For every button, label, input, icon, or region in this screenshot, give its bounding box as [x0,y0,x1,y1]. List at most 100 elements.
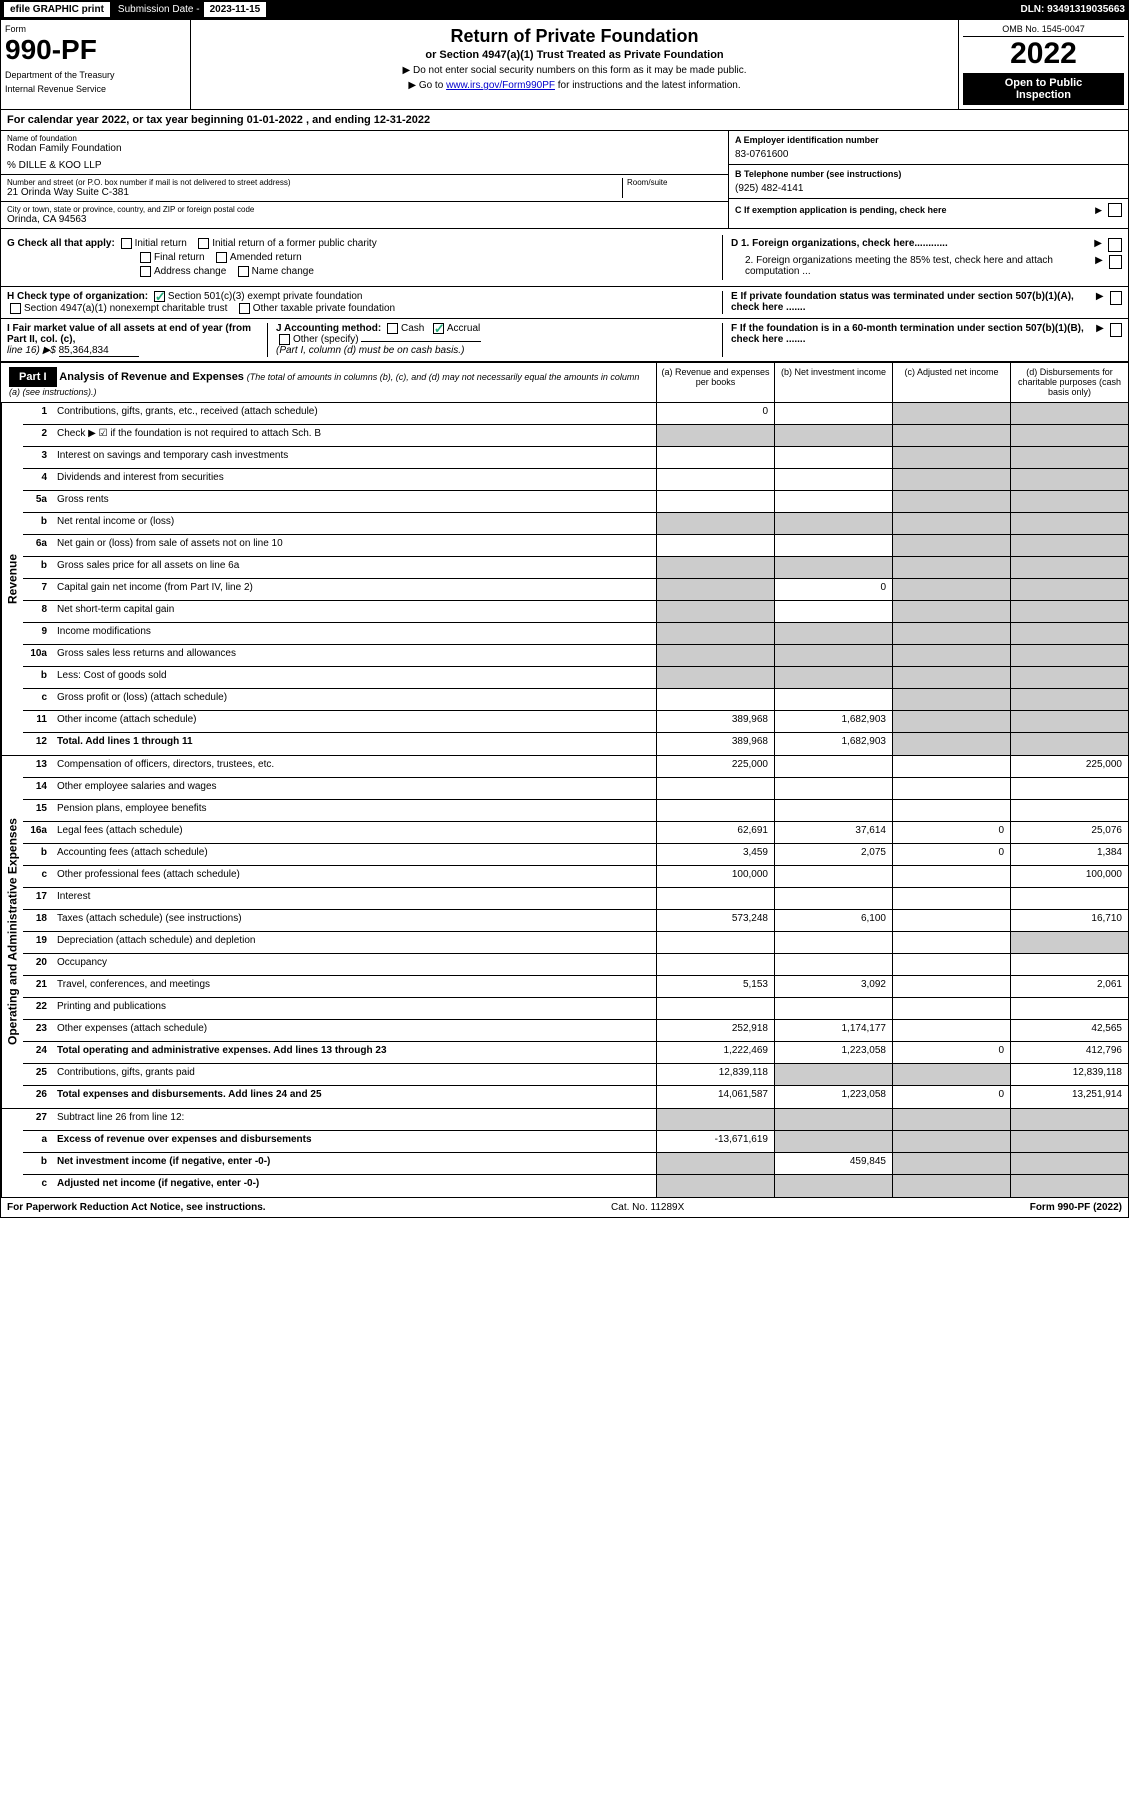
table-row: 3 Interest on savings and temporary cash… [23,447,1128,469]
open-public-badge: Open to Public Inspection [963,73,1124,105]
table-row: 12 Total. Add lines 1 through 11 389,968… [23,733,1128,755]
section-i-j: I Fair market value of all assets at end… [0,319,1129,362]
table-row: c Adjusted net income (if negative, ente… [23,1175,1128,1197]
info-left: Name of foundation Rodan Family Foundati… [1,131,728,228]
footer-catno: Cat. No. 11289X [611,1202,684,1213]
d2-checkbox[interactable] [1109,255,1122,269]
submission-date: 2023-11-15 [204,2,267,17]
g-amended[interactable] [216,252,227,263]
table-row: 4 Dividends and interest from securities [23,469,1128,491]
header-left: Form 990-PF Department of the Treasury I… [1,20,191,109]
g-final[interactable] [140,252,151,263]
col-a-header: (a) Revenue and expenses per books [656,363,774,402]
part1-header-row: Part I Analysis of Revenue and Expenses … [0,362,1129,403]
irs-link[interactable]: www.irs.gov/Form990PF [446,80,555,91]
table-row: 20 Occupancy [23,954,1128,976]
table-row: 11 Other income (attach schedule) 389,96… [23,711,1128,733]
address-row: Number and street (or P.O. box number if… [1,175,728,202]
col-c-header: (c) Adjusted net income [892,363,1010,402]
footer-left: For Paperwork Reduction Act Notice, see … [7,1202,266,1213]
city-row: City or town, state or province, country… [1,202,728,228]
j-other[interactable] [279,334,290,345]
table-row: 19 Depreciation (attach schedule) and de… [23,932,1128,954]
form-header: Form 990-PF Department of the Treasury I… [0,19,1129,110]
header-mid: Return of Private Foundation or Section … [191,20,958,109]
info-right: A Employer identification number 83-0761… [728,131,1128,228]
info-block: Name of foundation Rodan Family Foundati… [0,131,1129,229]
col-d-header: (d) Disbursements for charitable purpose… [1010,363,1128,402]
instr-2: ▶ Go to www.irs.gov/Form990PF for instru… [201,80,948,91]
h-4947[interactable] [10,303,21,314]
instr-1: ▶ Do not enter social security numbers o… [201,65,948,76]
dln: DLN: 93491319035663 [1020,4,1125,15]
f-checkbox[interactable] [1110,323,1122,337]
expenses-label: Operating and Administrative Expenses [1,756,23,1108]
efile-badge: efile GRAPHIC print [4,2,110,17]
part1-badge: Part I [9,367,57,387]
table-row: b Net rental income or (loss) [23,513,1128,535]
table-row: a Excess of revenue over expenses and di… [23,1131,1128,1153]
form-subtitle: or Section 4947(a)(1) Trust Treated as P… [201,49,948,61]
table-row: 17 Interest [23,888,1128,910]
table-row: 5a Gross rents [23,491,1128,513]
table-row: 2 Check ▶ ☑ if the foundation is not req… [23,425,1128,447]
d1-checkbox[interactable] [1108,238,1122,252]
section-c-row: C If exemption application is pending, c… [729,199,1128,221]
table-row: 9 Income modifications [23,623,1128,645]
summary-grid: 27 Subtract line 26 from line 12: a Exce… [0,1109,1129,1198]
page-footer: For Paperwork Reduction Act Notice, see … [0,1198,1129,1218]
c-checkbox[interactable] [1108,203,1122,217]
section-d: D 1. Foreign organizations, check here..… [722,235,1122,280]
table-row: 22 Printing and publications [23,998,1128,1020]
footer-right: Form 990-PF (2022) [1030,1202,1122,1213]
name-row: Name of foundation Rodan Family Foundati… [1,131,728,175]
table-row: 6a Net gain or (loss) from sale of asset… [23,535,1128,557]
g-initial-former[interactable] [198,238,209,249]
section-g-h: G Check all that apply: Initial return I… [0,229,1129,287]
phone-row: B Telephone number (see instructions) (9… [729,165,1128,199]
table-row: 27 Subtract line 26 from line 12: [23,1109,1128,1131]
table-row: 15 Pension plans, employee benefits [23,800,1128,822]
table-row: 21 Travel, conferences, and meetings 5,1… [23,976,1128,998]
table-row: 18 Taxes (attach schedule) (see instruct… [23,910,1128,932]
table-row: b Less: Cost of goods sold [23,667,1128,689]
ein-row: A Employer identification number 83-0761… [729,131,1128,165]
table-row: 23 Other expenses (attach schedule) 252,… [23,1020,1128,1042]
table-row: 7 Capital gain net income (from Part IV,… [23,579,1128,601]
table-row: 14 Other employee salaries and wages [23,778,1128,800]
header-right: OMB No. 1545-0047 2022 Open to Public In… [958,20,1128,109]
expenses-grid: Operating and Administrative Expenses 13… [0,756,1129,1109]
table-row: 1 Contributions, gifts, grants, etc., re… [23,403,1128,425]
table-row: b Gross sales price for all assets on li… [23,557,1128,579]
col-b-header: (b) Net investment income [774,363,892,402]
top-bar: efile GRAPHIC print Submission Date - 20… [0,0,1129,19]
revenue-grid: Revenue 1 Contributions, gifts, grants, … [0,403,1129,756]
revenue-label: Revenue [1,403,23,755]
g-name-change[interactable] [238,266,249,277]
h-other-taxable[interactable] [239,303,250,314]
form-label: Form [5,24,186,34]
fmv-value: 85,364,834 [59,345,139,357]
table-row: 25 Contributions, gifts, grants paid 12,… [23,1064,1128,1086]
h-501c3[interactable] [154,291,165,302]
table-row: 13 Compensation of officers, directors, … [23,756,1128,778]
dept-irs: Internal Revenue Service [5,84,186,94]
table-row: 26 Total expenses and disbursements. Add… [23,1086,1128,1108]
form-title: Return of Private Foundation [201,26,948,47]
tax-year: 2022 [963,37,1124,71]
table-row: 16a Legal fees (attach schedule) 62,691 … [23,822,1128,844]
j-accrual[interactable] [433,323,444,334]
calendar-year-row: For calendar year 2022, or tax year begi… [0,110,1129,131]
table-row: b Net investment income (if negative, en… [23,1153,1128,1175]
table-row: 24 Total operating and administrative ex… [23,1042,1128,1064]
section-h-row: H Check type of organization: Section 50… [0,287,1129,318]
j-cash[interactable] [387,323,398,334]
form-number: 990-PF [5,34,186,66]
table-row: c Gross profit or (loss) (attach schedul… [23,689,1128,711]
e-checkbox[interactable] [1110,291,1122,305]
table-row: 10a Gross sales less returns and allowan… [23,645,1128,667]
g-initial-return[interactable] [121,238,132,249]
g-address-change[interactable] [140,266,151,277]
dept-treasury: Department of the Treasury [5,70,186,80]
table-row: b Accounting fees (attach schedule) 3,45… [23,844,1128,866]
